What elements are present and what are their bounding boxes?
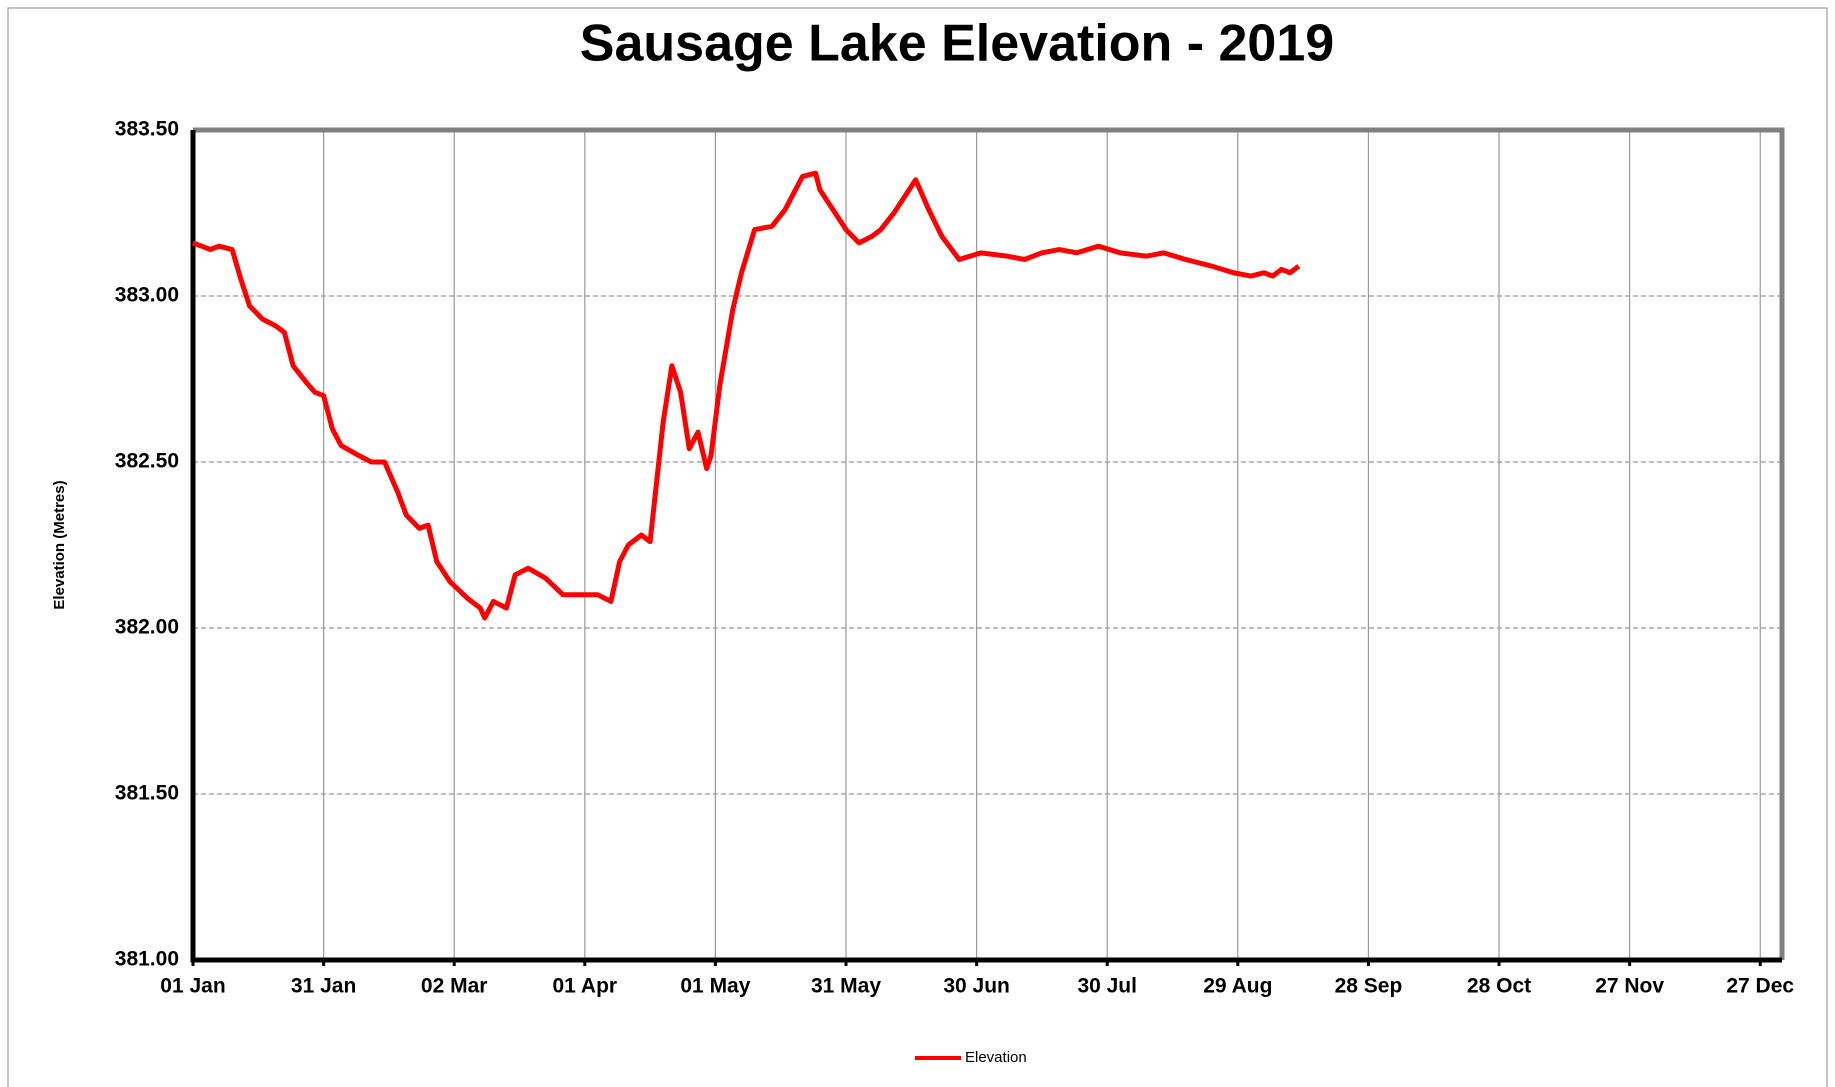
plot-frame-top-right: [193, 127, 1785, 960]
x-tick-label: 01 Apr: [553, 975, 618, 998]
x-tick-label: 01 May: [680, 975, 750, 998]
y-axis-label: Elevation (Metres): [51, 480, 68, 609]
y-tick-label: 381.00: [115, 948, 179, 971]
x-tick-label: 28 Oct: [1467, 975, 1531, 998]
y-tick-label: 383.00: [115, 284, 179, 307]
legend-label: Elevation: [965, 1049, 1027, 1066]
y-tick-label: 382.00: [115, 616, 179, 639]
plot-frame-left-bottom: [190, 130, 1782, 963]
chart-border: [7, 7, 1828, 1087]
x-tick-label: 31 May: [811, 975, 881, 998]
data-line: [192, 170, 1301, 621]
x-tick-label: 27 Nov: [1595, 975, 1664, 998]
x-tick-label: 31 Jan: [291, 975, 356, 998]
x-tick-label: 30 Jun: [943, 975, 1010, 998]
x-tick-label: 01 Jan: [160, 975, 225, 998]
x-tick-label: 02 Mar: [421, 975, 488, 998]
y-tick-label: 381.50: [115, 782, 179, 805]
chart-title: Sausage Lake Elevation - 2019: [580, 15, 1334, 73]
x-tick-label: 29 Aug: [1203, 975, 1272, 998]
y-tick-label: 383.50: [115, 118, 179, 141]
x-tick-label: 28 Sep: [1335, 975, 1403, 998]
y-tick-label: 382.50: [115, 450, 179, 473]
x-tick-label: 27 Dec: [1726, 975, 1794, 998]
x-tick-label: 30 Jul: [1077, 975, 1137, 998]
